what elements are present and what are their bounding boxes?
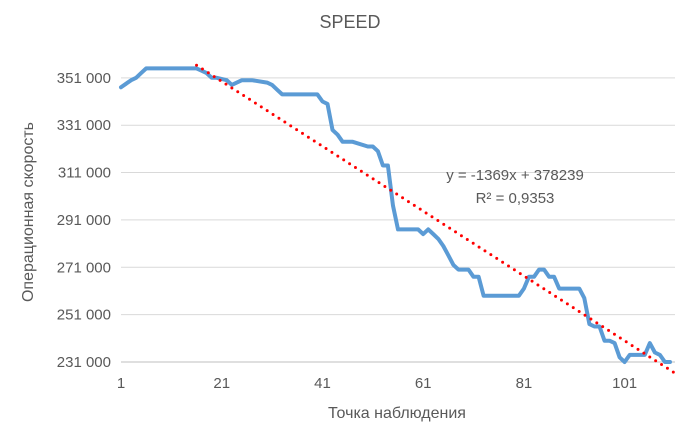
speed-series-line [119,66,672,364]
trendline-r2-label: R² = 0,9353 [476,190,555,207]
x-axis-label: Точка наблюдения [328,405,466,422]
y-tick-label: 311 000 [58,165,111,182]
y-tick-label: 251 000 [57,307,111,324]
series-layer [119,66,672,364]
x-tick-label: 21 [213,375,230,392]
y-tick-label: 271 000 [57,259,111,276]
axes: 231 000 251 000 271 000 291 000 311 000 331 0… [57,70,675,392]
y-tick-label: 231 000 [57,354,111,371]
x-tick-label: 41 [314,375,331,392]
y-axis-label: Операционная скорость [20,122,37,302]
gridlines [121,77,675,316]
y-tick-label: 351 000 [57,70,111,87]
x-tick-label: 61 [415,375,432,392]
x-tick-label: 101 [612,375,637,392]
x-tick-label: 1 [117,375,125,392]
x-tick-label: 81 [516,375,533,392]
linear-trendline [195,63,677,375]
y-tick-label: 291 000 [57,212,111,229]
y-tick-label: 331 000 [57,117,111,134]
trendline-layer [195,63,677,375]
chart-title: SPEED [319,12,380,32]
trendline-equation-label: y = -1369x + 378239 [446,167,584,184]
